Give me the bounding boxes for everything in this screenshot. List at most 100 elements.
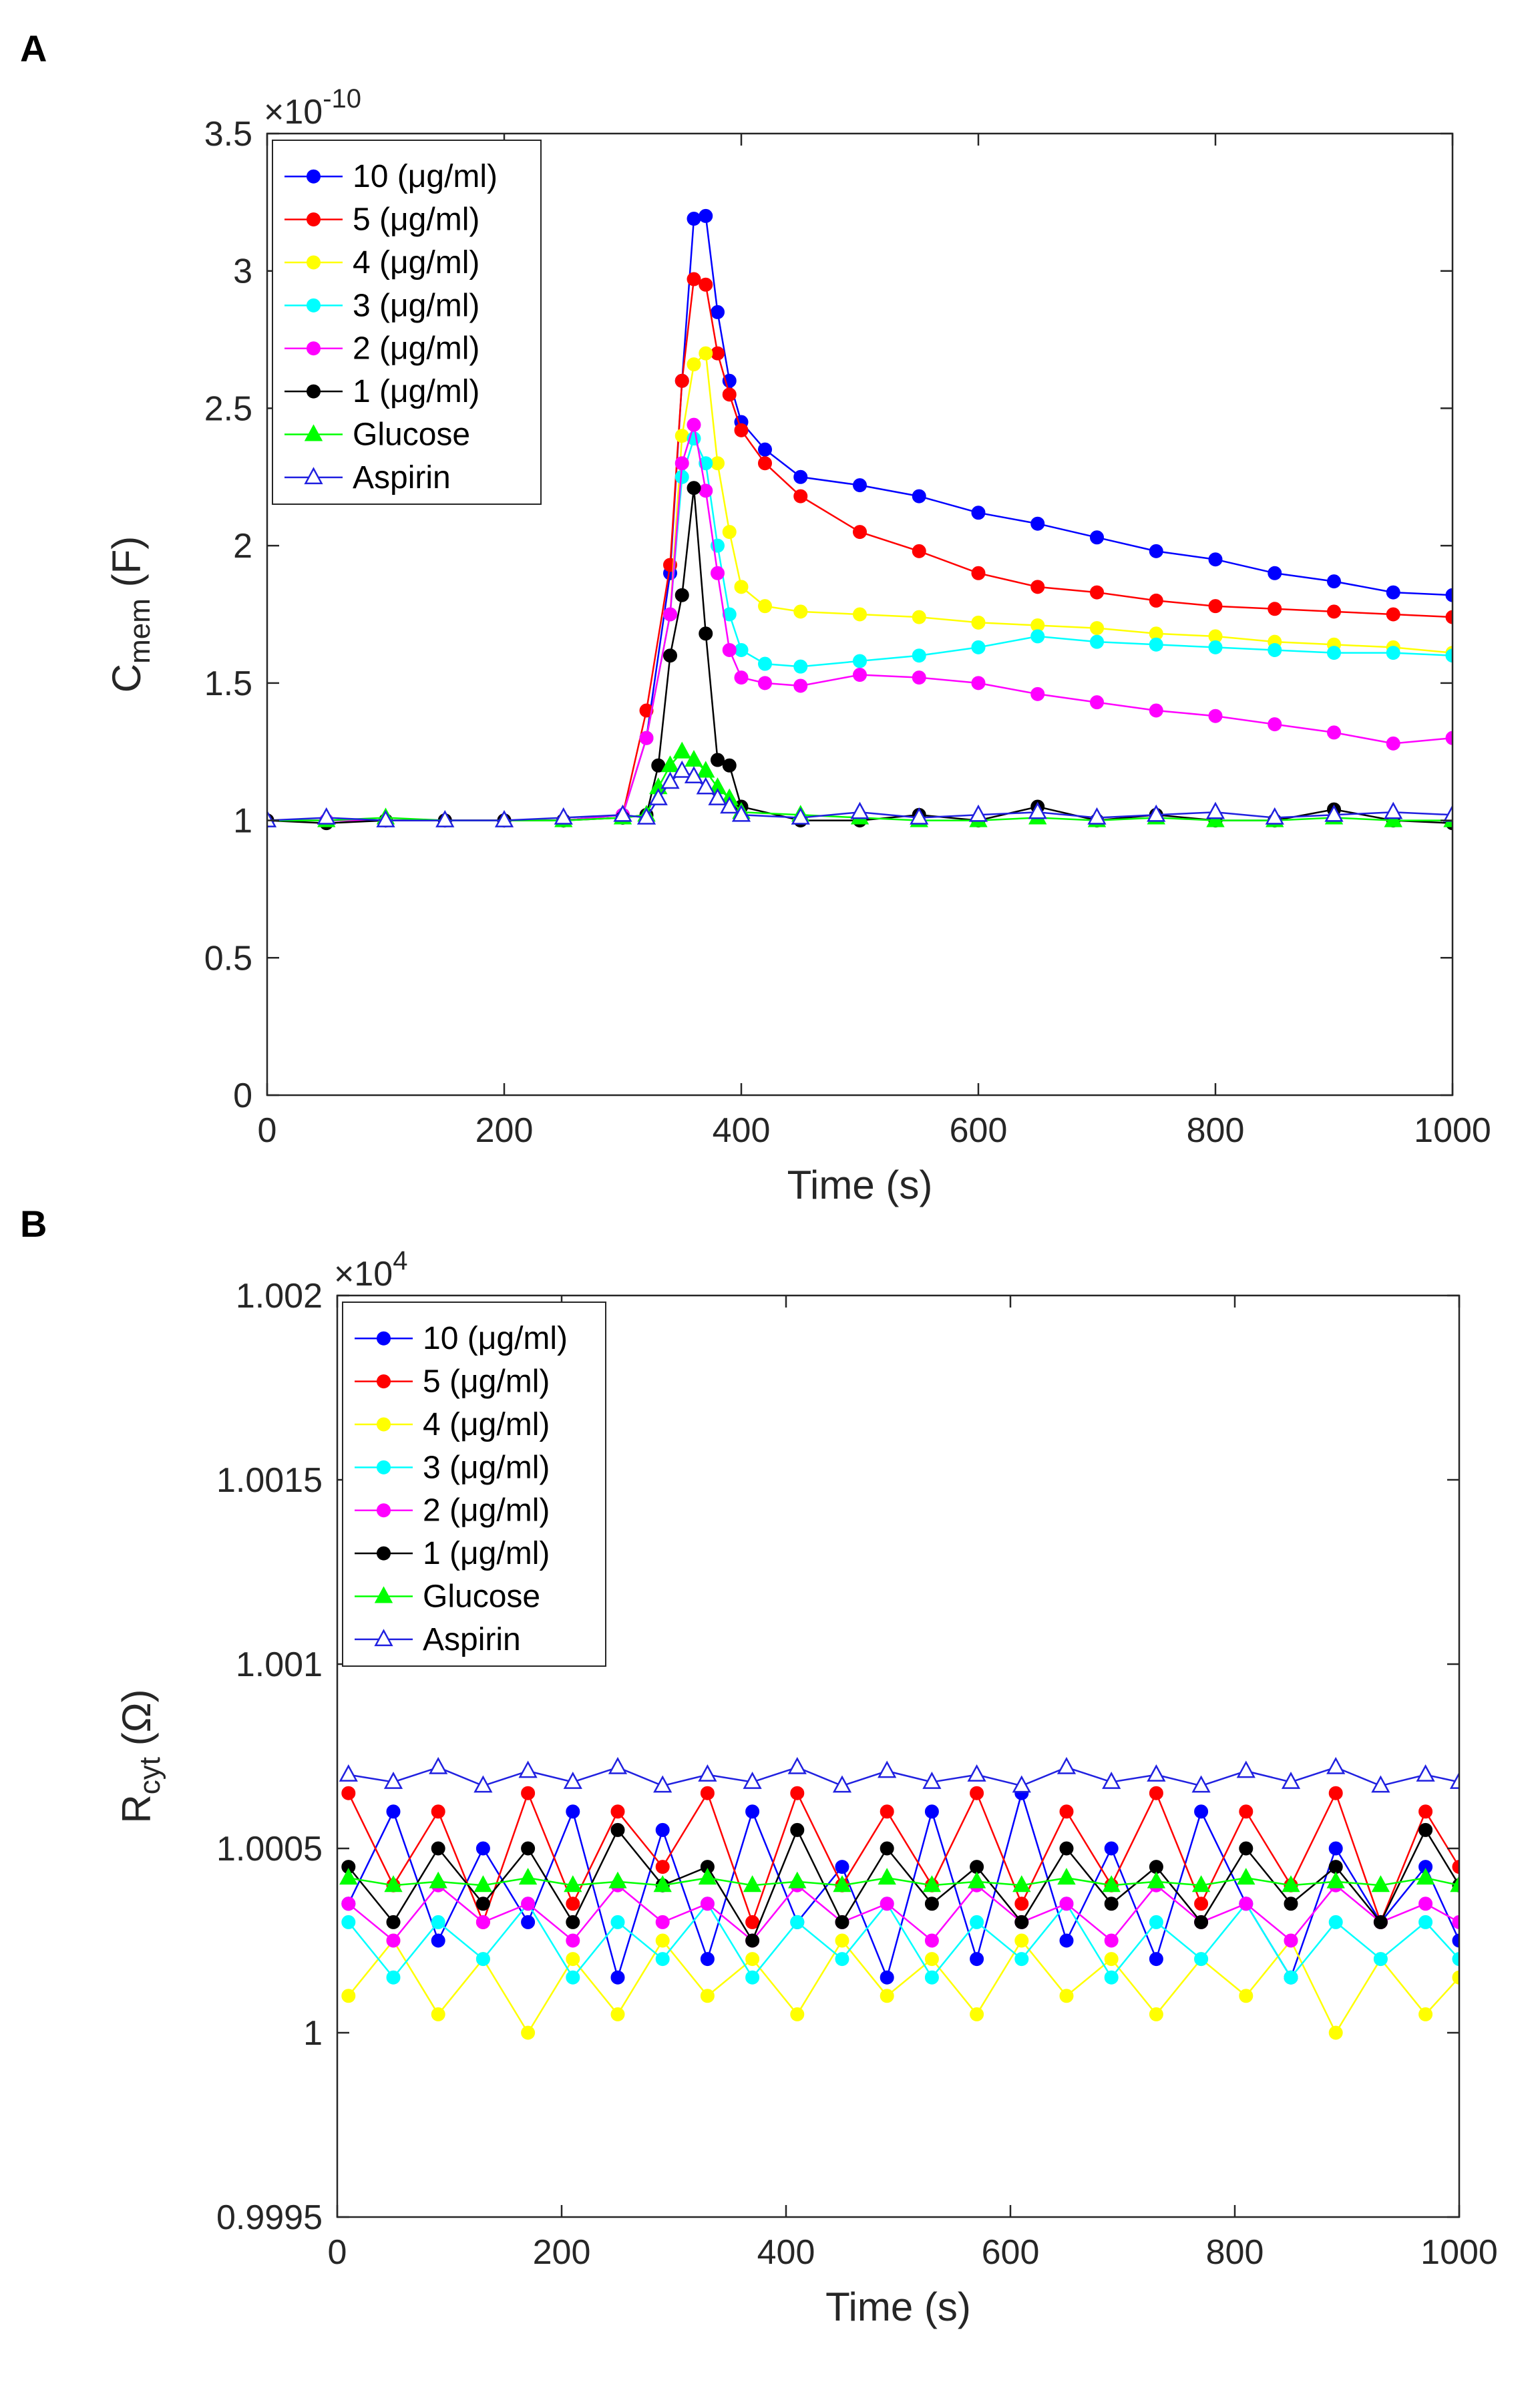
panel-b-series-6-point	[384, 1875, 403, 1893]
panel-a-series-0-point	[1090, 530, 1104, 545]
panel-b-series-0-point	[431, 1933, 445, 1948]
panel-b-series-2-point	[745, 1952, 760, 1967]
panel-a-series-3-point	[853, 654, 867, 668]
panel-b-series-6-point	[653, 1875, 672, 1893]
panel-a-series-7-point	[1028, 801, 1047, 819]
panel-b-x-tick-label: 200	[533, 2233, 591, 2272]
panel-a-series-0-point	[912, 489, 926, 504]
panel-b-series-0-point	[1452, 1933, 1459, 1948]
panel-b-series-6	[339, 1868, 1459, 1893]
panel-b-series-2-point	[566, 1952, 580, 1967]
panel-b-series-2-point	[970, 2007, 984, 2021]
panel-a-series-0-point	[758, 442, 772, 457]
panel-b-series-1-point	[341, 1786, 356, 1800]
panel-b-series-6-point	[1102, 1875, 1121, 1893]
panel-b-series-2-point	[655, 1933, 670, 1948]
panel-b-series-2-point	[1328, 2025, 1343, 2040]
panel-a-x-tick-label: 800	[1187, 1111, 1245, 1150]
panel-a-series-7-point	[554, 807, 573, 825]
panel-b-series-7-line	[348, 1766, 1459, 1787]
panel-b-legend-entry-2-label: 4 (μg/ml)	[423, 1407, 550, 1442]
panel-b-series-4-point	[1104, 1933, 1119, 1948]
panel-b-series-1-point	[1014, 1897, 1029, 1911]
panel-a-series-4-point	[1327, 725, 1341, 740]
panel-b-series-5-point	[431, 1841, 445, 1856]
panel-b-series-1-point	[655, 1860, 670, 1874]
panel-b-series-3-point	[1149, 1915, 1163, 1929]
panel-a-legend-entry-7: Aspirin	[284, 460, 451, 495]
panel-a-series-2-point	[1090, 621, 1104, 636]
panel-a-series-1-point	[1268, 602, 1282, 616]
panel-a-series-6-point	[697, 761, 715, 778]
panel-a-x-tick-label: 1000	[1414, 1111, 1491, 1150]
panel-a-legend-entry-5-point	[307, 384, 321, 399]
panel-a-series-1-point	[1327, 604, 1341, 619]
panel-a-legend-entry-7-point	[304, 467, 323, 485]
panel-b-series-3-point	[1104, 1970, 1119, 1985]
panel-b-series-3-line	[347, 1902, 1459, 1979]
panel-a-series-7-point	[791, 807, 810, 825]
panel-a-series-4-point	[912, 670, 926, 685]
panel-a-series-1-point	[793, 489, 808, 504]
panel-b-legend-entry-7-point	[374, 1629, 393, 1647]
panel-b-series-3-point	[1284, 1970, 1298, 1985]
panel-b-series-0-point	[475, 1841, 490, 1856]
panel-b-series-1-point	[700, 1786, 715, 1800]
panel-b-series-0-point	[1059, 1933, 1074, 1948]
panel-a-legend-entry-4-point	[307, 341, 321, 356]
panel-b-series-6-point	[1371, 1875, 1390, 1893]
panel-a-series-4-point	[971, 676, 986, 690]
panel-b-legend-entry-6-point	[374, 1586, 393, 1603]
panel-b-x-tick-label: 400	[757, 2233, 815, 2272]
panel-b-series-3-point	[655, 1952, 670, 1967]
panel-b-y-axis-label: Rcyt (Ω)	[114, 1689, 166, 1823]
panel-b-series-4-point	[880, 1897, 894, 1911]
panel-a-series-1-point	[1386, 607, 1400, 622]
panel-a-series-2-point	[722, 525, 737, 540]
panel-b-series-2-point	[790, 2007, 805, 2021]
panel-b-series-group	[339, 1756, 1459, 2040]
panel-b-series-7-point	[1371, 1775, 1390, 1793]
panel-b-series-6-point	[339, 1868, 358, 1885]
panel-b-series-6-point	[1326, 1871, 1345, 1888]
panel-b-series-2-point	[880, 1989, 894, 2003]
panel-b-series-3-point	[1014, 1952, 1029, 1967]
panel-b-series-5-point	[745, 1933, 760, 1948]
panel-a-y-tick-label: 2.5	[204, 389, 252, 428]
panel-b-series-5-point	[475, 1897, 490, 1911]
panel-a-series-2-point	[971, 615, 986, 630]
panel-a-series-4-point	[1030, 686, 1045, 701]
panel-a-scale-factor: ×10-10	[264, 84, 361, 132]
panel-b-legend-entry-7: Aspirin	[355, 1622, 521, 1657]
panel-b-series-6-point	[429, 1871, 447, 1888]
panel-b-series-1-point	[1328, 1786, 1343, 1800]
panel-a-legend-entry-4: 2 (μg/ml)	[284, 331, 479, 367]
panel-a-series-4-point	[711, 566, 725, 580]
panel-b-series-5-line	[347, 1828, 1459, 1943]
panel-b-series-3-point	[835, 1952, 849, 1967]
panel-a-legend-entry-2-label: 4 (μg/ml)	[353, 245, 479, 280]
panel-b-y-axis-label-unit: (Ω)	[114, 1689, 159, 1756]
panel-a-series-4-point	[687, 417, 701, 432]
panel-a-series-7-point	[317, 807, 336, 825]
panel-b-series-6-point	[878, 1868, 896, 1885]
panel-b-series-6-point	[608, 1871, 627, 1888]
panel-a-series-0-point	[971, 506, 986, 520]
panel-b-series-6-point	[743, 1875, 762, 1893]
panel-a-series-7-point	[1087, 807, 1107, 825]
panel-a-series-1-point	[1445, 610, 1453, 624]
panel-b-series-7-point	[1191, 1775, 1211, 1793]
panel-b-series-7-point	[1326, 1756, 1346, 1774]
panel-a-series-2-point	[687, 357, 701, 372]
panel-a-series-2-point	[734, 580, 749, 594]
panel-b-series-4-line	[348, 1884, 1459, 1942]
panel-a-legend-entry-2: 4 (μg/ml)	[284, 245, 479, 280]
panel-a-legend: 10 (μg/ml) 5 (μg/ml) 4 (μg/ml) 3 (μg/ml) 2 (…	[272, 140, 542, 505]
panel-a-series-3-point	[1327, 646, 1341, 660]
panel-b-series-2-point	[341, 1989, 356, 2003]
panel-a-legend-entry-1-label: 5 (μg/ml)	[353, 202, 479, 238]
panel-a-y-tick-label: 3.5	[204, 115, 252, 154]
panel-b-series-3-point	[610, 1915, 625, 1929]
panel-b-series-2-point	[835, 1933, 849, 1948]
panel-a-series-1-point	[722, 387, 737, 402]
